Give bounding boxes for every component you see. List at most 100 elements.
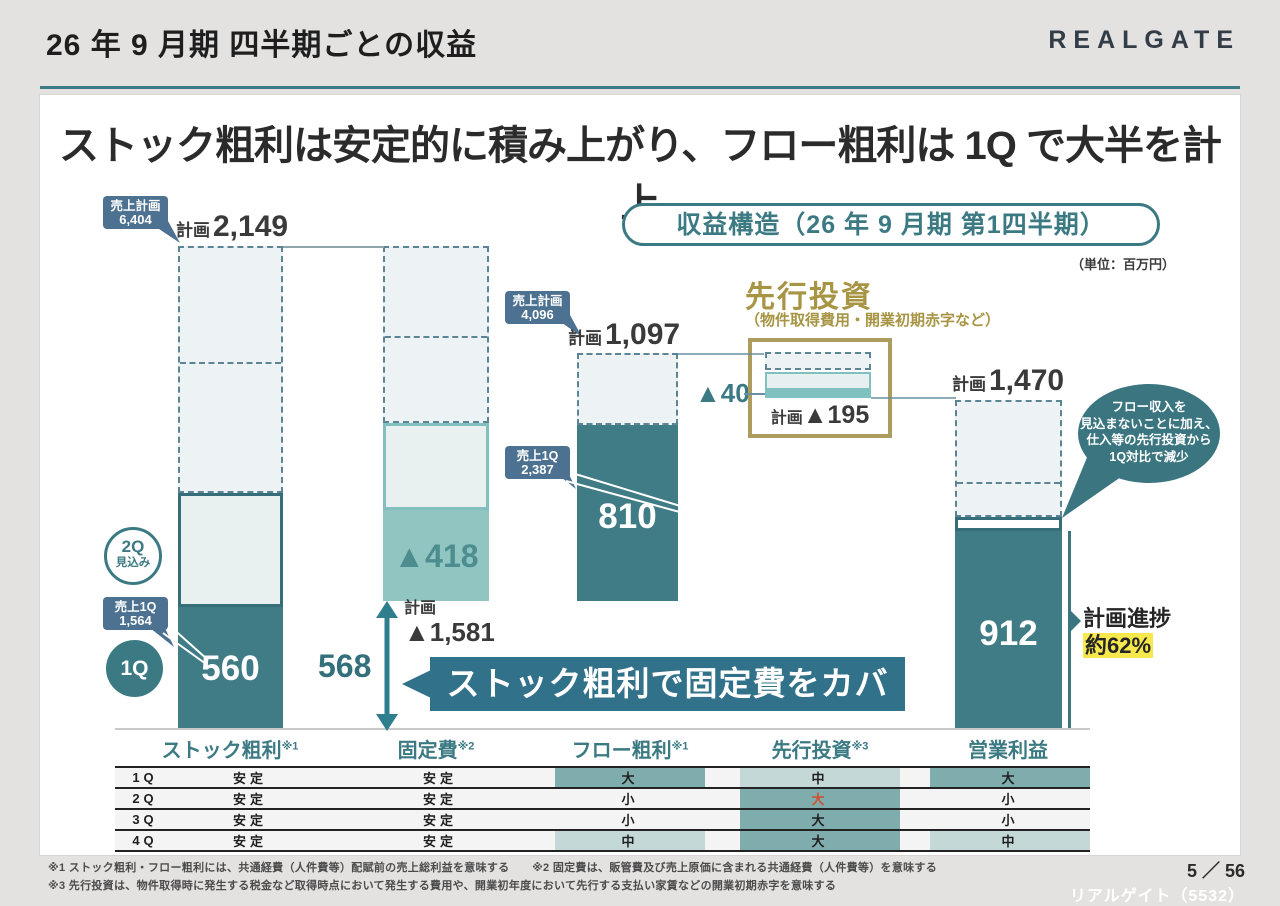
flow-bar-plan-dashed (577, 353, 678, 425)
banner-tail (402, 670, 431, 698)
cat-label-op: 営業利益 (968, 740, 1048, 762)
table-spacer (900, 829, 930, 852)
badge-flow-sales-plan: 売上計画 4,096 (505, 291, 570, 324)
cat-label-fixed: 固定費※2 (397, 740, 475, 762)
table-spacer (520, 766, 555, 789)
table-cell: 安定 (175, 766, 325, 789)
table-spacer (520, 808, 555, 831)
op-bar-2q-forecast (955, 517, 1062, 531)
cat-label-lead: 先行投資※3 (771, 740, 869, 762)
table-cell: 4Q (115, 829, 175, 852)
table-cell: 大 (740, 787, 900, 810)
badge-1q: 1Q (106, 640, 163, 697)
table-cell: 安定 (360, 829, 520, 852)
company-logo: REALGATE (1048, 26, 1240, 54)
table-spacer (900, 808, 930, 831)
lead-plan-label: 計画▲195 (770, 401, 870, 429)
table-spacer (900, 766, 930, 789)
table-row-4q: 4Q 安定 安定 中 大 中 (115, 829, 1090, 852)
table-row-2q: 2Q 安定 安定 小 大 小 (115, 787, 1090, 810)
stock-1q-value: 560 (201, 649, 260, 688)
flow-bar-1q: 810 (577, 425, 678, 601)
chart-baseline (115, 728, 1090, 730)
stock-bar-plan-dashed (178, 246, 283, 493)
table-cell: 安定 (360, 787, 520, 810)
fixed-bar-plan-divider (385, 336, 487, 338)
op-bar-plan-dashed (955, 400, 1062, 517)
lead-bar-plan-dashed (765, 352, 871, 370)
stock-minus-fixed-value: 568 (318, 648, 372, 684)
fixed-plan-label: 計画 ▲1,581 (404, 600, 495, 647)
section-title-pill: 収益構造（26 年 9 月期 第1四半期） (622, 203, 1160, 246)
table-spacer (520, 787, 555, 810)
speech-bubble: フロー収入を 見込まないことに加え、 仕入等の先行投資から 1Q対比で減少 (1078, 384, 1220, 483)
table-cell: 2Q (115, 787, 175, 810)
table-spacer (520, 829, 555, 852)
header-divider (40, 86, 1240, 89)
headline: ストック粗利は安定的に積み上がり、フロー粗利は 1Q で大半を計上 (59, 124, 1222, 226)
unit-note: （単位：百万円） (1070, 257, 1175, 272)
page-number: 5 ／ 56 (1186, 861, 1245, 881)
op-1q-value: 912 (979, 614, 1038, 653)
table-spacer (705, 829, 740, 852)
table-spacer (325, 829, 360, 852)
table-cell: 中 (930, 829, 1090, 852)
table-cell: 大 (740, 808, 900, 831)
table-spacer (705, 808, 740, 831)
footer-company: リアルゲイト（5532） (1069, 888, 1245, 905)
lead-box-title: 先行投資 (745, 281, 873, 314)
table-cell: 安定 (175, 787, 325, 810)
lead-box-subtitle: （物件取得費用・開業初期赤字など） (745, 312, 1001, 329)
fixed-bar-1q: ▲418 (383, 510, 489, 601)
badge-stock-sales-1q: 売上1Q 1,564 (103, 597, 168, 630)
table-spacer (325, 766, 360, 789)
stock-plan-label: 計画 2,149 (176, 210, 289, 243)
progress-label: 計画進捗 約62% (1083, 606, 1172, 658)
table-cell: 小 (555, 808, 705, 831)
lead-bar-2q-forecast (765, 372, 871, 390)
quarter-table: 1Q 安定 安定 大 中 大 2Q 安定 安定 小 大 小 3Q 安定 安定 小… (115, 766, 1090, 852)
stock-bar-plan-divider (180, 362, 281, 364)
table-cell: 安定 (175, 808, 325, 831)
table-row-3q: 3Q 安定 安定 小 大 小 (115, 808, 1090, 831)
table-spacer (705, 787, 740, 810)
banner-stock-covers-fixed: ストック粗利で固定費をカバー (430, 657, 905, 756)
lead-1q-value: ▲40 (695, 378, 750, 408)
flow-plan-label: 計画 1,097 (568, 318, 681, 351)
table-cell: 大 (930, 766, 1090, 789)
table-cell: 1Q (115, 766, 175, 789)
progress-value-highlight: 約62% (1083, 633, 1154, 658)
stock-bar-1q: 560 (178, 607, 283, 728)
badge-stock-sales-plan: 売上計画 6,404 (103, 196, 168, 229)
table-cell: 中 (740, 766, 900, 789)
progress-bracket-line (1068, 531, 1071, 728)
flow-1q-value: 810 (598, 497, 657, 536)
page-title: 26 年 9 月期 四半期ごとの収益 (46, 29, 478, 62)
table-cell: 3Q (115, 808, 175, 831)
footnote-1: ※1 ストック粗利・フロー粗利には、共通経費（人件費等）配賦前の売上総利益を意味… (48, 862, 938, 874)
table-cell: 安定 (360, 766, 520, 789)
table-spacer (900, 787, 930, 810)
fixed-bar-plan-dashed (383, 246, 489, 423)
stock-bar-2q-forecast (178, 493, 283, 607)
op-bar-1q: 912 (955, 531, 1062, 728)
badge-2q-forecast: 2Q 見込み (104, 527, 162, 585)
table-cell: 安定 (175, 829, 325, 852)
cat-label-flow: フロー粗利※1 (571, 740, 689, 762)
table-cell: 小 (555, 787, 705, 810)
cat-label-stock: ストック粗利※1 (161, 740, 299, 762)
lead-bar-1q (765, 390, 871, 398)
footnote-2: ※3 先行投資は、物件取得時に発生する税金など取得時点において発生する費用や、開… (48, 880, 837, 892)
table-cell: 小 (930, 787, 1090, 810)
table-row-1q: 1Q 安定 安定 大 中 大 (115, 766, 1090, 789)
badge-flow-sales-1q: 売上1Q 2,387 (505, 446, 570, 479)
table-cell: 安定 (360, 808, 520, 831)
table-cell: 中 (555, 829, 705, 852)
op-plan-label: 計画 1,470 (952, 364, 1065, 397)
table-spacer (325, 787, 360, 810)
table-cell: 大 (555, 766, 705, 789)
fixed-1q-value: ▲418 (393, 538, 479, 574)
table-spacer (325, 808, 360, 831)
fixed-bar-2q-forecast (383, 423, 489, 510)
